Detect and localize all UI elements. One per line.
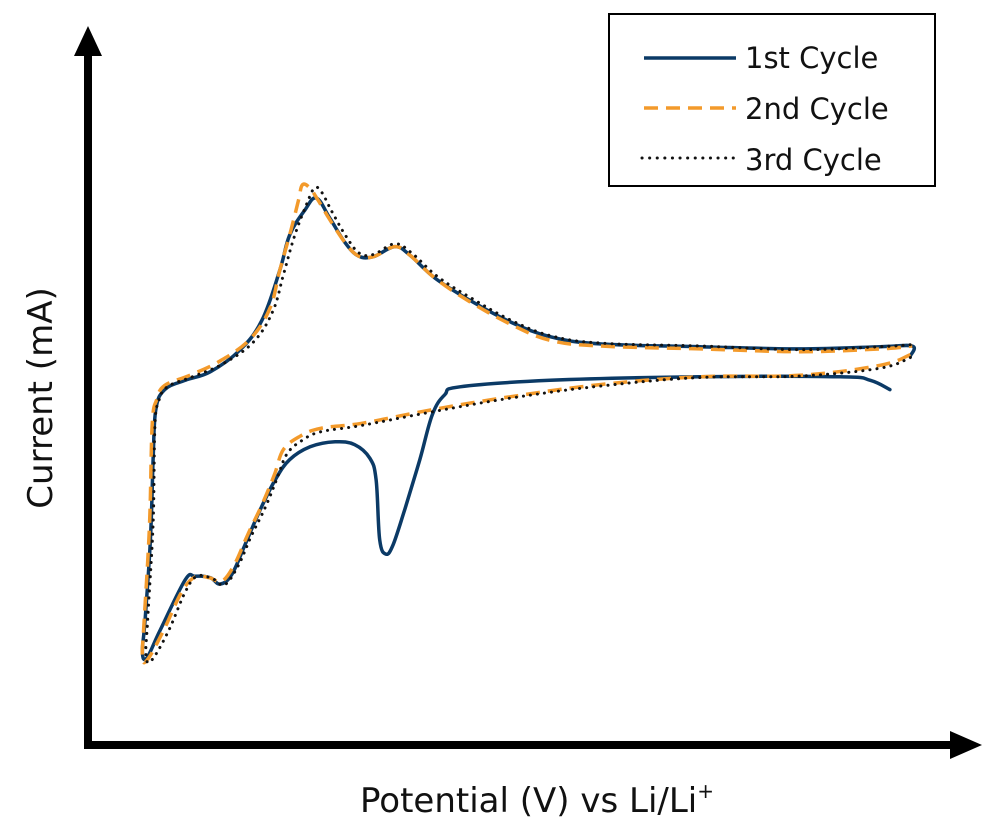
legend-label-1st-cycle: 1st Cycle bbox=[745, 41, 878, 75]
y-axis-arrow-icon bbox=[74, 26, 102, 56]
x-axis-title-superscript: + bbox=[697, 779, 714, 803]
series-line-1st-cycle bbox=[140, 196, 917, 662]
y-axis-title: Current (mA) bbox=[21, 287, 61, 508]
x-axis-arrow-icon bbox=[950, 731, 982, 759]
legend-label-3rd-cycle: 3rd Cycle bbox=[745, 143, 882, 177]
x-axis-title-text: Potential (V) vs Li/Li bbox=[360, 781, 697, 821]
series-line-3rd-cycle bbox=[144, 185, 914, 665]
legend: 1st Cycle 2nd Cycle 3rd Cycle bbox=[608, 13, 936, 187]
legend-label-2nd-cycle: 2nd Cycle bbox=[745, 92, 889, 126]
series-layer bbox=[140, 182, 917, 665]
legend-box bbox=[608, 13, 936, 187]
series-line-2nd-cycle bbox=[140, 182, 913, 665]
x-axis-title: Potential (V) vs Li/Li+ bbox=[360, 779, 714, 821]
